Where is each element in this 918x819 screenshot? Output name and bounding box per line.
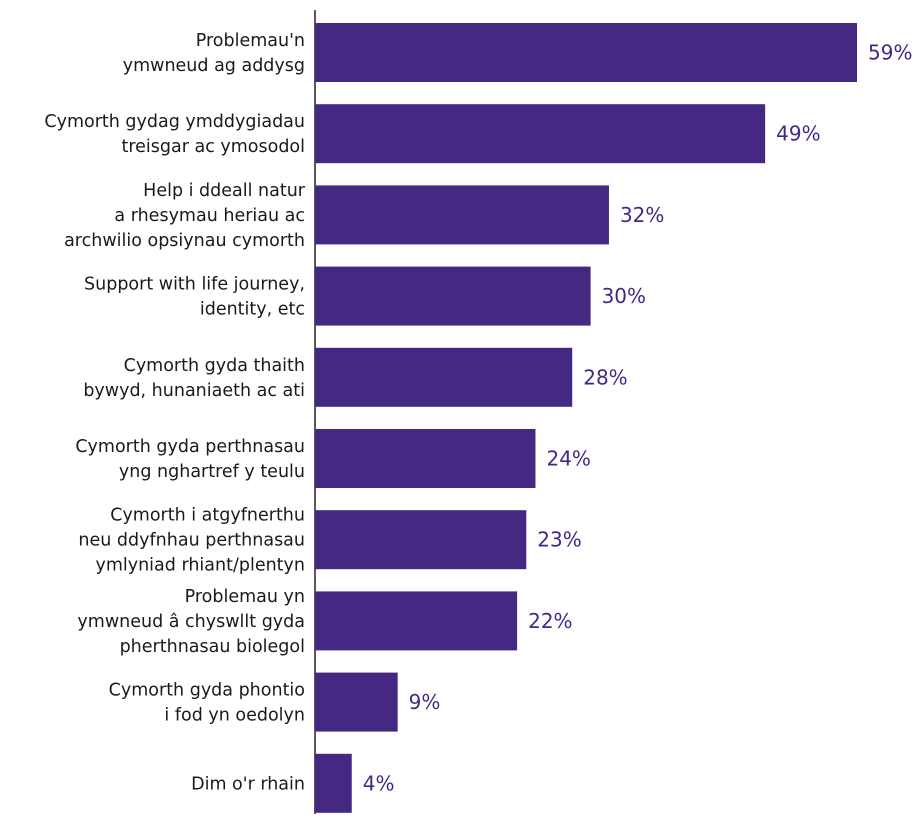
category-label-line: yng nghartref y teulu [119, 462, 305, 482]
category-label-line: Cymorth gyda perthnasau [75, 437, 305, 457]
category-label-1: Cymorth gydag ymddygiadau treisgar ac ymo… [44, 112, 305, 157]
category-label-line: Support with life journey, [84, 275, 305, 295]
category-label-3: Support with life journey, identity, etc [84, 275, 305, 320]
bar-9 [315, 753, 352, 813]
value-label-0: 59% [868, 41, 912, 65]
category-label-line: Problemau yn [185, 587, 305, 607]
category-label-line: ymwneud â chyswllt gyda [77, 612, 305, 632]
bar-5 [315, 429, 536, 488]
bar-1 [315, 104, 766, 164]
category-label-line: Cymorth i atgyfnerthu [110, 506, 305, 526]
category-label-4: Cymorth gyda thaith bywyd, hunaniaeth ac … [83, 356, 305, 401]
category-label-line: Dim o'r rhain [191, 774, 305, 794]
category-label-line: identity, etc [200, 300, 305, 320]
category-label-line: Cymorth gydag ymddygiadau [44, 112, 305, 132]
category-label-line: a rhesymau heriau ac [114, 206, 305, 226]
bars-group [315, 23, 857, 813]
category-label-9: Dim o'r rhain [191, 774, 305, 794]
category-label-0: Problemau'n ymwneud ag addysg [123, 31, 305, 76]
bar-4 [315, 347, 573, 407]
value-label-8: 9% [409, 690, 441, 714]
value-labels-group: 59% 49% 32% 30% 28% 24% 23% 22% 9% 4% [363, 41, 913, 796]
category-label-line: ymlyniad rhiant/plentyn [95, 556, 305, 576]
category-label-line: Cymorth gyda phontio [109, 681, 305, 701]
category-label-5: Cymorth gyda perthnasau yng nghartref y t… [75, 437, 305, 482]
category-label-line: ymwneud ag addysg [123, 56, 305, 76]
value-label-7: 22% [528, 609, 572, 633]
value-label-9: 4% [363, 771, 395, 795]
bar-6 [315, 510, 527, 570]
category-label-line: treisgar ac ymosodol [121, 137, 305, 157]
value-label-6: 23% [537, 528, 581, 552]
category-label-line: Cymorth gyda thaith [124, 356, 305, 376]
value-label-4: 28% [583, 365, 627, 389]
category-label-6: Cymorth i atgyfnerthu neu ddyfnhau perthn… [78, 506, 305, 576]
category-label-line: archwilio opsiynau cymorth [64, 231, 305, 251]
category-labels-group: Problemau'n ymwneud ag addysg Cymorth gyda… [44, 31, 305, 794]
category-label-line: Help i ddeall natur [143, 181, 306, 201]
bar-7 [315, 591, 518, 651]
value-label-1: 49% [776, 122, 820, 146]
bar-3 [315, 266, 591, 326]
category-label-7: Problemau yn ymwneud â chyswllt gyda phert… [77, 587, 305, 657]
category-label-line: pherthnasau biolegol [120, 637, 305, 657]
category-label-line: neu ddyfnhau perthnasau [78, 531, 305, 551]
value-label-2: 32% [620, 203, 664, 227]
value-label-5: 24% [546, 447, 590, 471]
category-label-line: Problemau'n [196, 31, 305, 51]
category-label-line: i fod yn oedolyn [164, 706, 305, 726]
bar-2 [315, 185, 609, 245]
value-label-3: 30% [602, 284, 646, 308]
category-label-line: bywyd, hunaniaeth ac ati [83, 381, 305, 401]
bar-8 [315, 672, 398, 732]
category-label-8: Cymorth gyda phontio i fod yn oedolyn [109, 681, 305, 726]
bar-0 [315, 23, 857, 82]
category-label-2: Help i ddeall natur a rhesymau heriau ac a… [64, 181, 306, 251]
